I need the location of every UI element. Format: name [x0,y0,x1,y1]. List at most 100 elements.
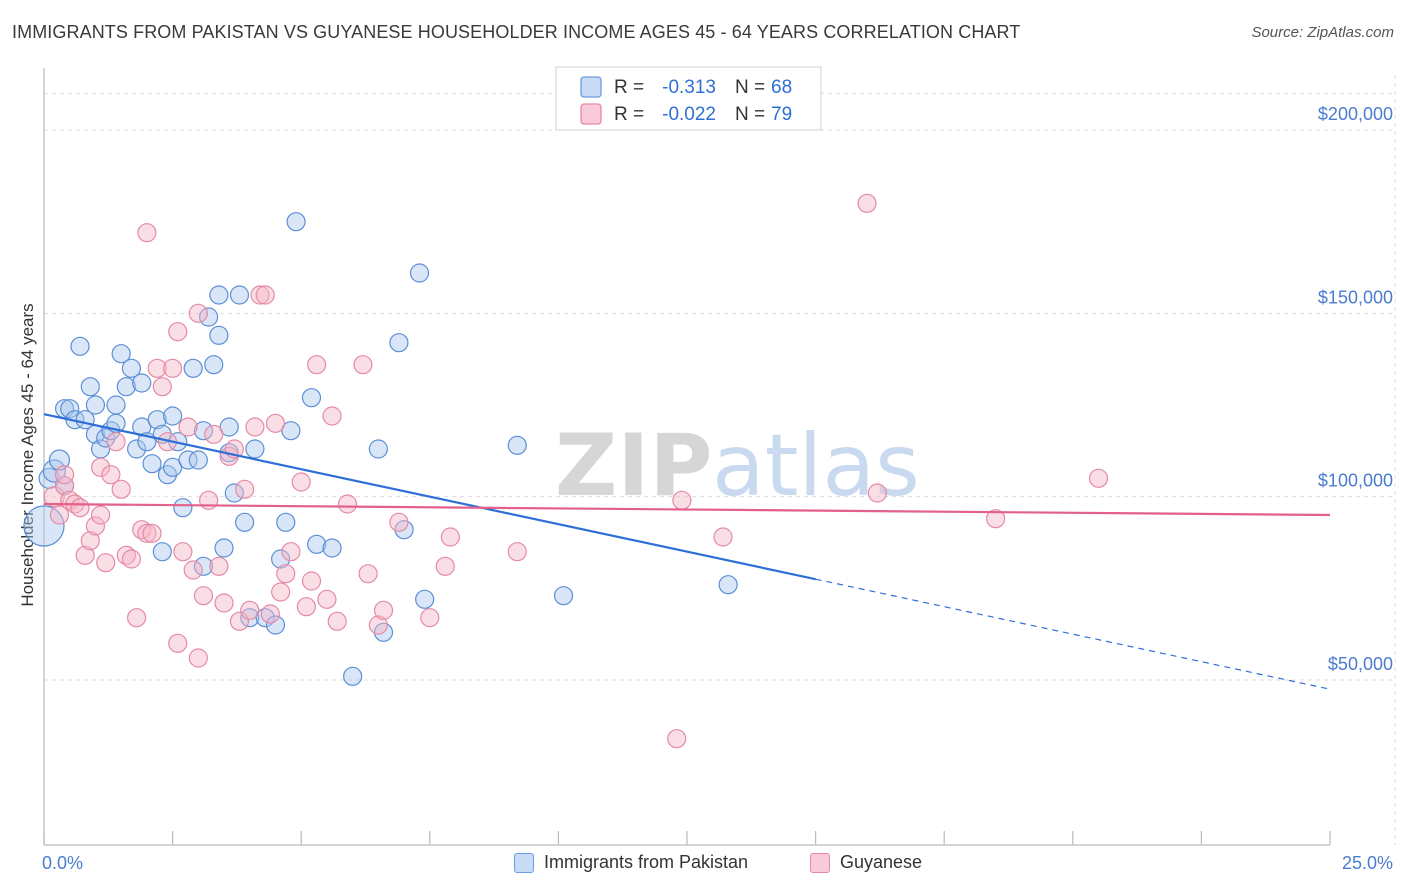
point-pakistan [121,358,142,378]
point-guyanese [986,509,1006,529]
point-pakistan [271,549,291,569]
stats-r-label: R = [614,77,644,98]
trend-line-pakistan [43,413,816,581]
point-pakistan [204,355,224,375]
point-guyanese [291,472,311,492]
point-pakistan [265,615,286,635]
point-pakistan [214,538,234,558]
point-guyanese [163,358,183,378]
point-pakistan [126,439,147,459]
legend-item-guyanese[interactable]: Guyanese [810,852,922,873]
point-pakistan [178,450,198,470]
y-tick-label: $50,000 [1328,654,1393,674]
point-guyanese [152,377,172,397]
legend-label-pakistan: Immigrants from Pakistan [544,852,749,872]
data-points [23,193,1109,749]
point-pakistan [209,285,229,305]
point-guyanese [199,490,219,510]
legend-swatch-guyanese [810,852,830,873]
x-tick-labels: 0.0% 25.0% [42,853,1393,873]
point-guyanese [271,582,291,602]
point-pakistan [193,556,214,576]
chart-title: IMMIGRANTS FROM PAKISTAN VS GUYANESE HOU… [12,22,1021,42]
point-pakistan [60,399,80,419]
point-pakistan [48,449,71,471]
point-pakistan [111,344,131,364]
y-tick-label: $150,000 [1318,287,1393,307]
watermark: ZIP atlas [555,416,920,516]
point-pakistan [255,608,275,628]
legend-swatch-pakistan [514,852,534,873]
point-guyanese [137,523,157,543]
point-guyanese [178,417,198,437]
point-guyanese [193,586,214,606]
point-guyanese [43,486,65,508]
point-guyanese [1088,468,1109,488]
point-guyanese [507,542,527,562]
point-guyanese [240,600,260,620]
axes [43,68,1331,846]
point-pakistan [276,512,296,532]
source-credit: Source: ZipAtlas.com [1251,24,1394,41]
legend-item-pakistan[interactable]: Immigrants from Pakistan [514,852,748,873]
point-guyanese [276,564,296,584]
y-tick-label: $200,000 [1318,104,1393,124]
point-pakistan [240,608,260,628]
point-pakistan [183,358,203,378]
point-pakistan [132,373,152,393]
point-guyanese [307,355,327,375]
point-guyanese [80,531,100,551]
point-guyanese [322,406,342,426]
point-pakistan [224,483,244,503]
point-guyanese [209,556,229,576]
point-pakistan [235,512,255,532]
point-pakistan [553,586,574,606]
point-guyanese [317,589,337,609]
point-pakistan [42,459,66,483]
point-pakistan [245,439,265,459]
point-pakistan [322,538,342,558]
point-guyanese [327,611,347,631]
point-guyanese [75,545,95,565]
point-pakistan [147,410,167,430]
point-guyanese [713,527,733,547]
point-guyanese [188,303,208,323]
stats-n-label: N = [735,104,765,125]
point-guyanese [857,193,877,213]
point-guyanese [281,542,301,562]
bottom-legend: Immigrants from Pakistan Guyanese [0,852,1406,878]
point-pakistan [718,575,738,595]
point-pakistan [229,285,250,305]
point-pakistan [116,377,136,397]
point-guyanese [90,505,111,525]
point-guyanese [147,358,167,378]
point-guyanese [111,479,131,499]
point-pakistan [281,421,301,441]
point-pakistan [193,421,214,441]
point-guyanese [337,494,358,514]
point-pakistan [70,336,90,356]
stats-n-label: N = [735,77,765,98]
point-guyanese [867,483,887,503]
point-guyanese [168,322,188,342]
point-guyanese [301,571,322,591]
point-pakistan [85,395,106,415]
point-guyanese [358,564,378,584]
point-guyanese [183,560,203,580]
point-guyanese [250,285,270,305]
point-pakistan [23,505,65,547]
point-guyanese [173,542,193,562]
point-guyanese [142,523,162,543]
point-guyanese [70,498,90,518]
point-guyanese [265,413,286,433]
point-guyanese [96,553,116,573]
point-pakistan [209,325,229,345]
stats-legend: R = -0.313 N = 68 R = -0.022 N = 79 [555,66,822,131]
y-tick-label: $100,000 [1318,471,1393,491]
point-pakistan [106,395,126,415]
stats-n-value: 68 [771,77,792,98]
stats-swatch [580,76,602,98]
point-guyanese [373,600,394,620]
trend-line-extension [815,578,1331,690]
point-guyanese [85,516,106,536]
